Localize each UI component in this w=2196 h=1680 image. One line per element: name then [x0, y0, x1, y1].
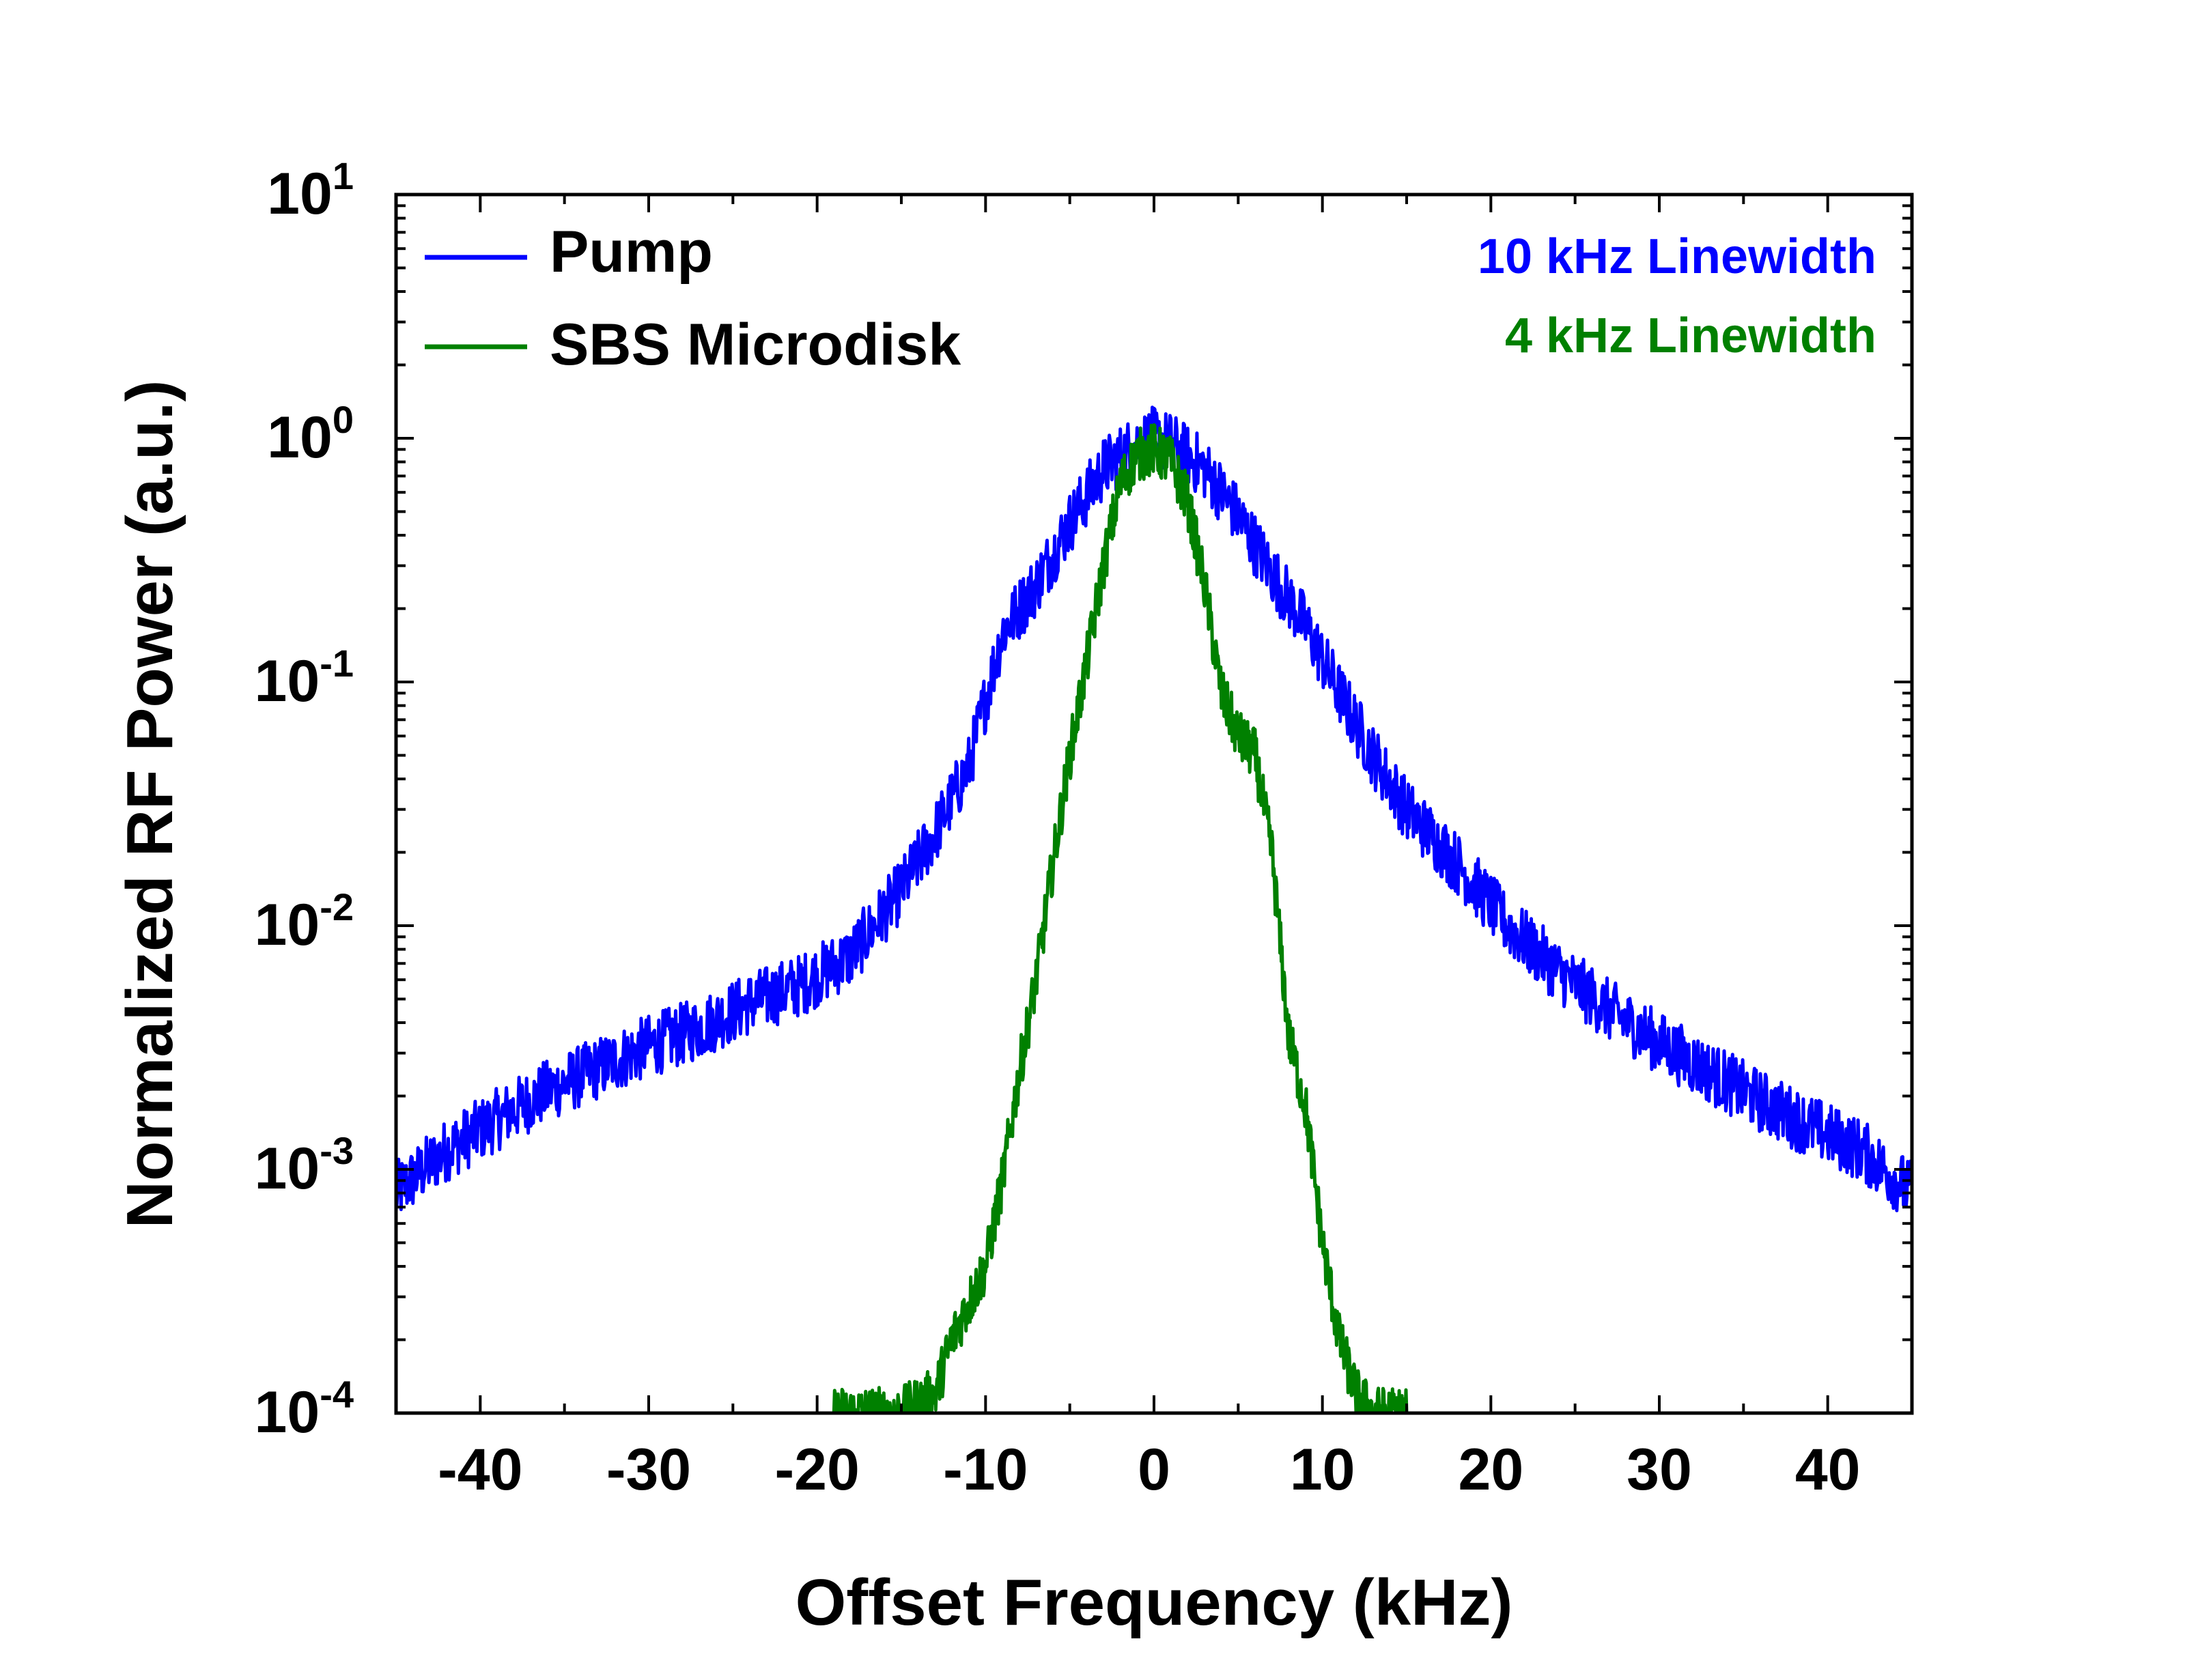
x-tick-label: -40: [438, 1437, 522, 1503]
y-tick-label-base: 10: [255, 892, 320, 958]
y-tick-label-exponent: -1: [320, 642, 354, 685]
y-tick-label: 100: [267, 398, 354, 470]
x-tick-label: 30: [1627, 1437, 1692, 1503]
y-tick-label: 10-4: [255, 1373, 354, 1445]
annotation-pump-linewidth: 10 kHz Linewidth: [1478, 229, 1876, 284]
series-line-sbs-microdisk: [832, 423, 1409, 1415]
y-tick-label-exponent: 0: [333, 398, 354, 441]
y-tick-label-base: 10: [267, 405, 333, 470]
y-axis-ticks: [396, 193, 1912, 1414]
x-tick-label: -20: [775, 1437, 860, 1503]
annotation-sbs-linewidth: 4 kHz Linewidth: [1505, 309, 1876, 363]
series-layer: [394, 405, 1914, 1415]
x-tick-label: 10: [1290, 1437, 1355, 1503]
x-tick-labels: -40 -30 -20 -10 0 10 20 30 40: [438, 1437, 1860, 1503]
y-axis-label: Normalized RF Power (a.u.): [113, 380, 186, 1229]
y-tick-label-base: 10: [255, 649, 320, 714]
x-tick-label: 40: [1795, 1437, 1861, 1503]
x-tick-label: 20: [1458, 1437, 1523, 1503]
y-tick-label-exponent: -2: [320, 885, 354, 928]
y-tick-label: 10-1: [255, 642, 354, 714]
y-tick-label-exponent: -3: [320, 1129, 354, 1172]
y-tick-label-base: 10: [255, 1136, 320, 1201]
legend-label-sbs: SBS Microdisk: [550, 312, 961, 378]
legend: Pump SBS Microdisk: [425, 219, 961, 378]
x-tick-label: 0: [1138, 1437, 1170, 1503]
x-axis-label: Offset Frequency (kHz): [796, 1566, 1513, 1639]
legend-label-pump: Pump: [550, 219, 713, 285]
y-tick-label: 10-2: [255, 885, 354, 958]
x-tick-label: -30: [606, 1437, 691, 1503]
y-tick-label: 10-3: [255, 1129, 354, 1201]
series-line-pump: [394, 405, 1914, 1212]
y-tick-label-base: 10: [255, 1380, 320, 1445]
y-tick-label-base: 10: [267, 161, 333, 227]
y-tick-label: 101: [267, 154, 354, 227]
x-axis-ticks: [395, 195, 1913, 1413]
y-tick-label-exponent: 1: [333, 154, 354, 197]
y-tick-label-exponent: -4: [320, 1373, 354, 1416]
x-tick-label: -10: [943, 1437, 1028, 1503]
